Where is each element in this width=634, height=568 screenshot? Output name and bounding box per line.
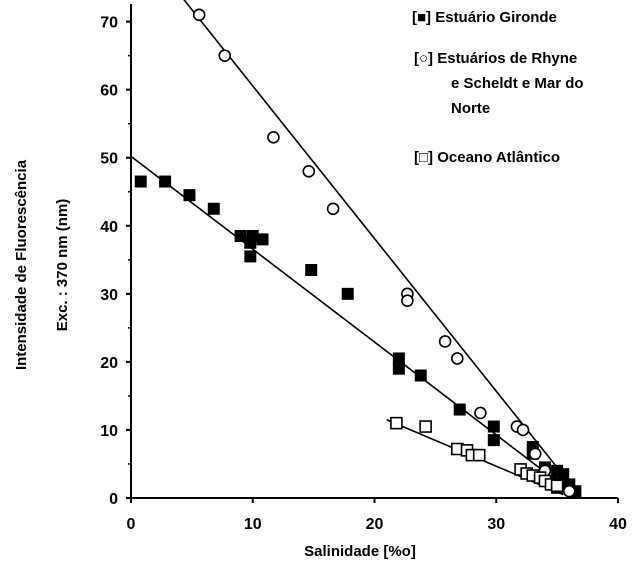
legend-line: Norte bbox=[451, 100, 490, 117]
data-point-1 bbox=[474, 406, 487, 420]
data-point-1 bbox=[516, 423, 530, 437]
data-point-0 bbox=[159, 175, 172, 188]
data-point-0 bbox=[234, 229, 247, 242]
data-point-0 bbox=[134, 175, 147, 188]
trend-line-0 bbox=[130, 155, 580, 499]
data-point-1 bbox=[218, 49, 232, 62]
legend-line: [○] Estuários de Rhyne bbox=[414, 50, 577, 67]
y-tick-label: 70 bbox=[100, 15, 118, 32]
data-point-1 bbox=[401, 294, 414, 307]
y-axis-title-line2: Exc. : 370 nm (nm) bbox=[54, 199, 71, 332]
data-point-0 bbox=[414, 369, 427, 382]
data-point-1 bbox=[562, 484, 576, 498]
x-tick-label: 40 bbox=[609, 516, 627, 533]
data-point-1 bbox=[267, 131, 280, 144]
data-point-0 bbox=[487, 420, 500, 433]
y-tick-label: 0 bbox=[109, 491, 118, 508]
legend: [■] Estuário Gironde [○] Estuários de Rh… bbox=[412, 9, 584, 166]
data-point-0 bbox=[392, 352, 405, 365]
data-point-0 bbox=[487, 434, 500, 447]
x-tick-label: 30 bbox=[487, 516, 505, 533]
data-point-2 bbox=[419, 420, 432, 433]
data-point-1 bbox=[192, 8, 206, 22]
markers bbox=[134, 8, 582, 498]
data-point-2 bbox=[472, 448, 486, 462]
y-tick-label: 20 bbox=[100, 355, 118, 372]
data-point-1 bbox=[528, 447, 542, 461]
legend-entry-gironde: [■] Estuário Gironde bbox=[412, 9, 557, 26]
data-point-1 bbox=[438, 335, 452, 348]
data-point-0 bbox=[453, 403, 466, 416]
data-point-0 bbox=[256, 233, 269, 246]
data-point-1 bbox=[326, 202, 340, 216]
data-point-0 bbox=[392, 362, 405, 375]
y-tick-label: 30 bbox=[100, 287, 118, 304]
legend-line: e Scheldt e Mar do bbox=[451, 75, 584, 92]
data-point-0 bbox=[183, 189, 196, 202]
y-tick-label: 50 bbox=[100, 151, 118, 168]
legend-entry-rhyne: [○] Estuários de Rhyne e Scheldt e Mar do… bbox=[414, 50, 584, 117]
data-point-0 bbox=[341, 287, 354, 300]
x-axis-title: Salinidade [%o] bbox=[304, 543, 416, 560]
x-tick-label: 0 bbox=[127, 516, 136, 533]
x-tick-label: 10 bbox=[244, 516, 262, 533]
x-tick-label: 20 bbox=[366, 516, 384, 533]
y-axis-title-line1: Intensidade de Fluorescência bbox=[13, 159, 30, 370]
legend-entry-atlantico: [□] Oceano Atlântico bbox=[414, 149, 560, 166]
data-point-1 bbox=[302, 165, 316, 178]
data-point-1 bbox=[450, 352, 464, 365]
y-tick-label: 10 bbox=[100, 423, 118, 440]
tick-labels: 0 10 20 30 40 0 10 20 30 40 50 60 70 bbox=[100, 15, 627, 533]
trend-line-1 bbox=[183, 0, 583, 499]
data-point-0 bbox=[305, 264, 318, 277]
data-point-2 bbox=[390, 416, 403, 430]
y-tick-label: 40 bbox=[100, 219, 118, 236]
data-point-2 bbox=[550, 479, 564, 493]
data-point-0 bbox=[207, 202, 220, 215]
y-tick-label: 60 bbox=[100, 83, 118, 100]
data-point-0 bbox=[557, 468, 570, 481]
data-point-0 bbox=[244, 250, 257, 263]
axes bbox=[126, 4, 619, 503]
data-point-0 bbox=[246, 229, 259, 242]
